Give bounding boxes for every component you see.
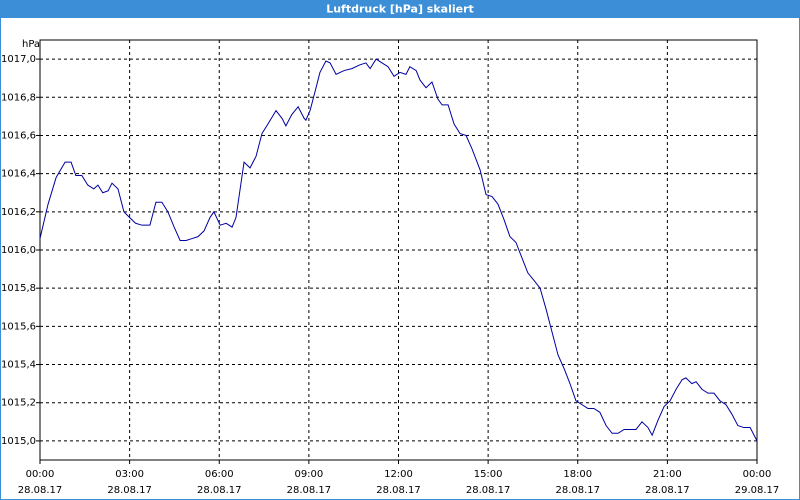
y-tick-label: 1016,6	[1, 130, 36, 141]
x-tick-label: 00:00	[26, 469, 55, 480]
y-tick-label: 1016,4	[1, 169, 36, 180]
x-tick-date: 29.08.17	[735, 485, 780, 496]
y-tick-label: 1016,8	[1, 92, 36, 103]
x-tick-label: 18:00	[563, 469, 592, 480]
y-tick-label: 1017,0	[1, 54, 36, 65]
data-line	[39, 58, 758, 442]
chart-title: Luftdruck [hPa] skaliert	[326, 3, 474, 16]
x-tick-date: 28.08.17	[555, 485, 600, 496]
x-tick-label: 00:00	[743, 469, 772, 480]
x-tick-label: 15:00	[474, 469, 503, 480]
x-tick-label: 06:00	[205, 469, 234, 480]
y-tick-label: 1015,6	[1, 321, 36, 332]
x-tick-label: 12:00	[384, 469, 413, 480]
x-tick-label: 09:00	[294, 469, 323, 480]
title-bar	[0, 0, 800, 18]
x-tick-label: 21:00	[653, 469, 682, 480]
x-tick-date: 28.08.17	[645, 485, 690, 496]
x-tick-date: 28.08.17	[18, 485, 63, 496]
x-tick-date: 28.08.17	[197, 485, 242, 496]
x-tick-date: 28.08.17	[287, 485, 332, 496]
y-tick-label: 1015,4	[1, 360, 36, 371]
x-tick-date: 28.08.17	[107, 485, 152, 496]
x-tick-date: 28.08.17	[376, 485, 421, 496]
y-tick-label: 1015,0	[1, 436, 36, 447]
y-axis-label: hPa	[22, 39, 40, 50]
y-tick-label: 1016,2	[1, 207, 36, 218]
y-tick-label: 1015,2	[1, 398, 36, 409]
y-tick-label: 1016,0	[1, 245, 36, 256]
x-tick-label: 03:00	[115, 469, 144, 480]
x-tick-date: 28.08.17	[466, 485, 511, 496]
y-tick-label: 1015,8	[1, 283, 36, 294]
